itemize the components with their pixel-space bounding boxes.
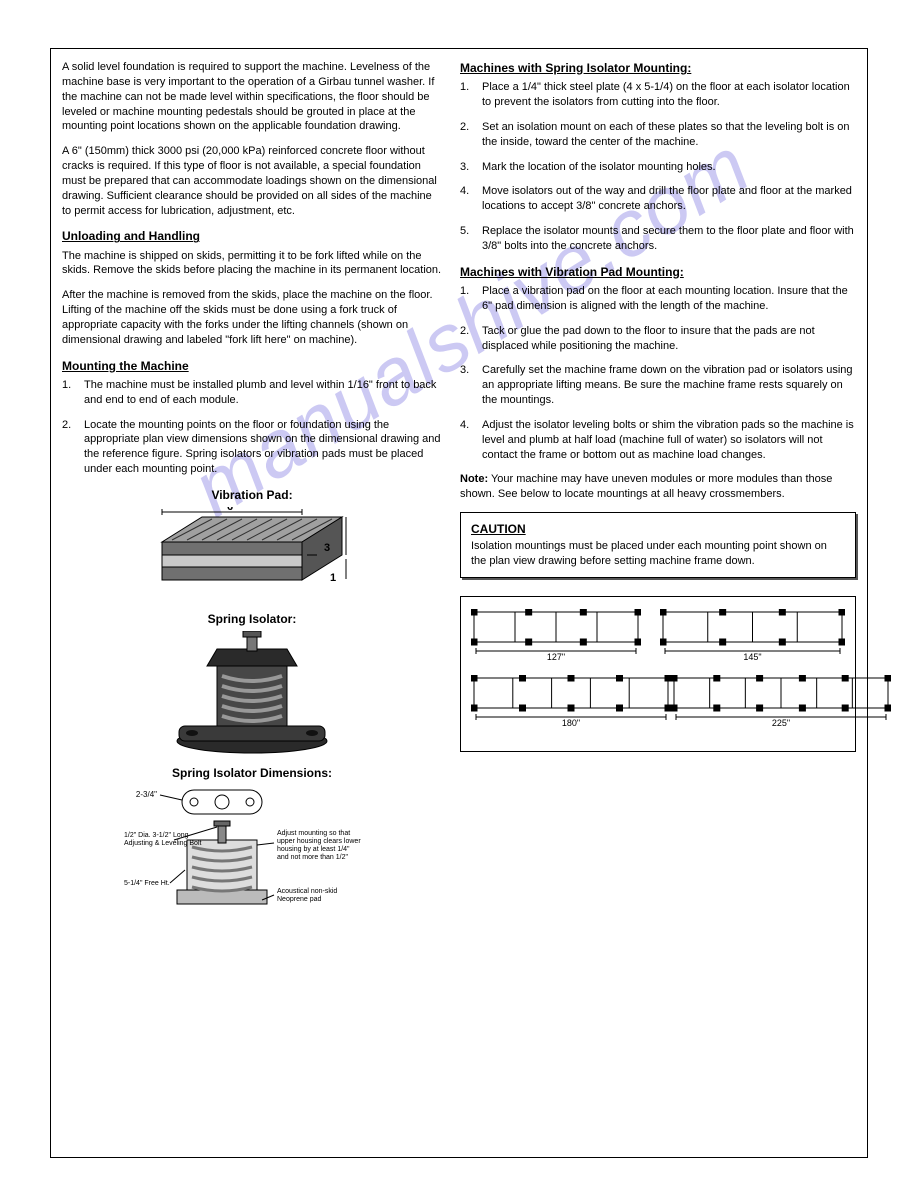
step-number: 5. xyxy=(460,224,482,254)
mounting-heading: Mounting the Machine xyxy=(62,358,442,374)
step-text: Set an isolation mount on each of these … xyxy=(482,120,856,150)
step-number: 1. xyxy=(460,284,482,314)
step-text: Adjust the isolator leveling bolts or sh… xyxy=(482,418,856,463)
note-text: Your machine may have uneven modules or … xyxy=(460,473,832,500)
spring-inst-heading: Machines with Spring Isolator Mounting: xyxy=(460,60,856,76)
step-text: Locate the mounting points on the floor … xyxy=(84,418,442,477)
step-number: 2. xyxy=(460,120,482,150)
list-item: 1.Place a vibration pad on the floor at … xyxy=(460,284,856,314)
dim-note: 1/2" Dia. 3-1/2" LongAdjusting & Levelin… xyxy=(124,832,201,847)
svg-text:2-3/4": 2-3/4" xyxy=(136,790,157,799)
step-number: 1. xyxy=(62,378,84,408)
unloading-heading: Unloading and Handling xyxy=(62,228,442,244)
right-column: Machines with Spring Isolator Mounting: … xyxy=(460,60,856,752)
svg-text:145": 145" xyxy=(743,652,761,661)
page: manualshive.com A solid level foundation… xyxy=(0,0,918,1188)
left-column: A solid level foundation is required to … xyxy=(62,60,442,925)
step-number: 2. xyxy=(460,324,482,354)
step-number: 3. xyxy=(460,363,482,408)
footprint-145: 145" xyxy=(660,609,845,661)
step-text: Place a 1/4" thick steel plate (4 x 5-1/… xyxy=(482,80,856,110)
list-item: 4.Move isolators out of the way and dril… xyxy=(460,184,856,214)
footprint-180: 180" xyxy=(471,675,671,727)
caution-text: Isolation mountings must be placed under… xyxy=(471,539,845,569)
step-text: Tack or glue the pad down to the floor t… xyxy=(482,324,856,354)
footprint-127: 127" xyxy=(471,609,641,661)
spring-isolator-dim-figure: 2-3/4" 1/2" Dia. 3-1/2" LongAdjusting & … xyxy=(62,785,442,925)
caution-title: CAUTION xyxy=(471,521,845,537)
spring-isolator-icon xyxy=(167,631,337,756)
list-item: 2.Tack or glue the pad down to the floor… xyxy=(460,324,856,354)
intro-para-2: A 6" (150mm) thick 3000 psi (20,000 kPa)… xyxy=(62,144,442,218)
list-item: 2.Set an isolation mount on each of thes… xyxy=(460,120,856,150)
step-text: The machine must be installed plumb and … xyxy=(84,378,442,408)
vib-inst-heading: Machines with Vibration Pad Mounting: xyxy=(460,264,856,280)
mounting-step-2: 2. Locate the mounting points on the flo… xyxy=(62,418,442,477)
list-item: 3.Carefully set the machine frame down o… xyxy=(460,363,856,408)
caution-box: CAUTION Isolation mountings must be plac… xyxy=(460,512,856,578)
step-text: Replace the isolator mounts and secure t… xyxy=(482,224,856,254)
svg-text:225": 225" xyxy=(772,718,790,727)
step-number: 1. xyxy=(460,80,482,110)
step-number: 3. xyxy=(460,160,482,175)
step-text: Mark the location of the isolator mounti… xyxy=(482,160,856,175)
svg-text:1: 1 xyxy=(330,572,336,584)
step-text: Place a vibration pad on the floor at ea… xyxy=(482,284,856,314)
list-item: 5.Replace the isolator mounts and secure… xyxy=(460,224,856,254)
spring-inst-steps: 1.Place a 1/4" thick steel plate (4 x 5-… xyxy=(460,80,856,254)
vib-inst-steps: 1.Place a vibration pad on the floor at … xyxy=(460,284,856,353)
spring-isolator-dims-label: Spring Isolator Dimensions: xyxy=(62,765,442,781)
step-number: 4. xyxy=(460,418,482,463)
svg-text:3: 3 xyxy=(324,542,330,554)
list-item: 4.Adjust the isolator leveling bolts or … xyxy=(460,418,856,463)
step-text: Move isolators out of the way and drill … xyxy=(482,184,856,214)
vibration-pad-label: Vibration Pad: xyxy=(62,487,442,503)
spring-isolator-dims-icon: 2-3/4" 1/2" Dia. 3-1/2" LongAdjusting & … xyxy=(122,785,382,920)
footprint-diagram: 127" 145" 180" 225" xyxy=(460,596,856,752)
list-item: 3.Mark the location of the isolator moun… xyxy=(460,160,856,175)
list-item: 1.Place a 1/4" thick steel plate (4 x 5-… xyxy=(460,80,856,110)
footprint-row: 180" 225" xyxy=(471,675,845,727)
svg-text:127": 127" xyxy=(547,652,565,661)
mounting-steps: 1. The machine must be installed plumb a… xyxy=(62,378,442,477)
vibration-pad-figure: 6 3 1 xyxy=(152,507,352,607)
unloading-para-1: The machine is shipped on skids, permitt… xyxy=(62,249,442,279)
intro-para-1: A solid level foundation is required to … xyxy=(62,60,442,134)
step-number: 2. xyxy=(62,418,84,477)
svg-text:6: 6 xyxy=(227,507,233,513)
unloading-para-2: After the machine is removed from the sk… xyxy=(62,288,442,347)
mounting-step-1: 1. The machine must be installed plumb a… xyxy=(62,378,442,408)
spring-isolator-figure xyxy=(62,631,442,761)
step-text: Carefully set the machine frame down on … xyxy=(482,363,856,408)
dim-note: 5-1/4" Free Ht. xyxy=(124,880,170,887)
footprint-225: 225" xyxy=(671,675,891,727)
note-para: Note: Your machine may have uneven modul… xyxy=(460,472,856,502)
note-label: Note: xyxy=(460,473,488,485)
dim-note: Acoustical non-skidNeoprene pad xyxy=(277,888,337,903)
spring-isolator-label: Spring Isolator: xyxy=(62,611,442,627)
footprint-row: 127" 145" xyxy=(471,609,845,661)
svg-text:180": 180" xyxy=(562,718,580,727)
dim-note: Adjust mounting so thatupper housing cle… xyxy=(277,830,361,861)
vibration-pad-icon: 6 3 1 xyxy=(152,507,352,602)
step-number: 4. xyxy=(460,184,482,214)
set-inst-steps: 3.Carefully set the machine frame down o… xyxy=(460,363,856,462)
